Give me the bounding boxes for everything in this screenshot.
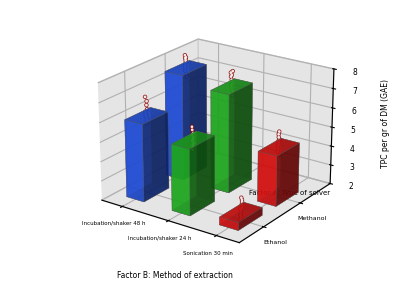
Text: Factor A: Type of solver: Factor A: Type of solver [250, 190, 330, 196]
Text: Factor B: Method of extraction: Factor B: Method of extraction [117, 271, 233, 280]
